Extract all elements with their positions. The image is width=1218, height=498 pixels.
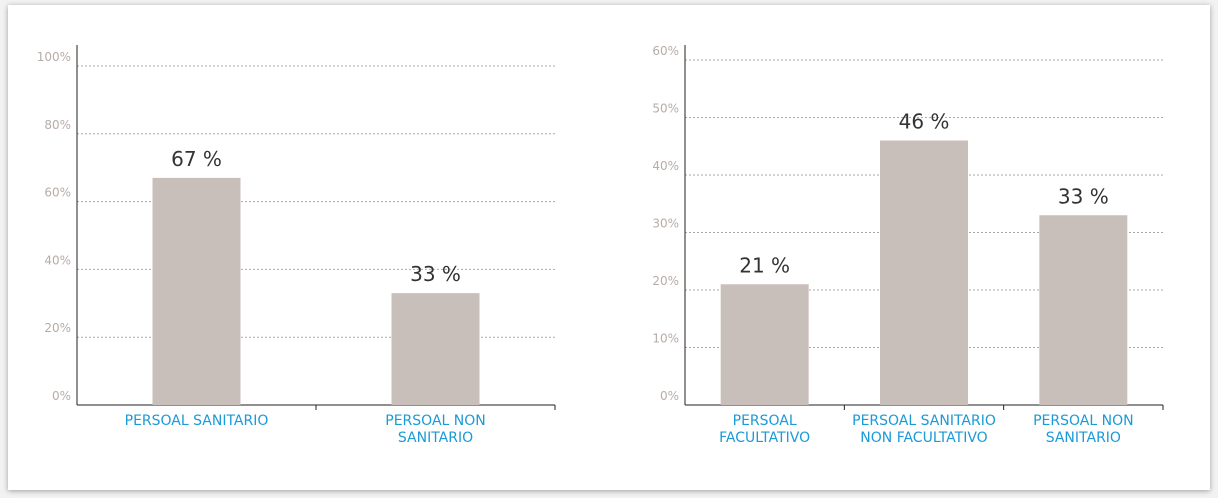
- value-label: 21 %: [739, 253, 790, 277]
- bar: [1039, 215, 1128, 405]
- x-tick-label: PERSOAL SANITARIO: [124, 413, 269, 429]
- value-label: 46 %: [899, 110, 950, 134]
- y-tick-label: 10%: [652, 332, 679, 346]
- value-label: 67 %: [171, 147, 222, 171]
- bar: [152, 177, 241, 405]
- x-tick-label: PERSOAL SANITARIO NON FACULTATIVO: [852, 413, 996, 446]
- y-tick-label: 0%: [660, 389, 679, 403]
- y-tick-label: 60%: [44, 186, 71, 200]
- bar: [391, 293, 480, 405]
- value-label: 33 %: [1058, 184, 1109, 208]
- y-tick-label: 50%: [652, 102, 679, 116]
- y-tick-label: 40%: [652, 159, 679, 173]
- value-label: 33 %: [410, 262, 461, 286]
- x-tick-label: PERSOAL FACULTATIVO: [719, 413, 811, 446]
- y-tick-label: 40%: [44, 253, 71, 267]
- y-tick-label: 30%: [652, 217, 679, 231]
- y-tick-label: 0%: [52, 389, 71, 403]
- y-tick-label: 80%: [44, 118, 71, 132]
- bar: [880, 140, 968, 405]
- y-tick-label: 20%: [44, 321, 71, 335]
- x-tick-label: PERSOAL NON SANITARIO: [1033, 413, 1134, 446]
- y-tick-label: 20%: [652, 274, 679, 288]
- y-tick-label: 60%: [652, 44, 679, 58]
- x-tick-label: PERSOAL NON SANITARIO: [385, 413, 486, 446]
- bar: [720, 284, 809, 405]
- y-tick-label: 100%: [37, 50, 71, 64]
